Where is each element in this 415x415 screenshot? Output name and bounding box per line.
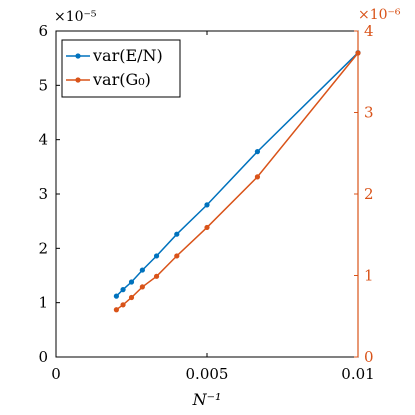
series-1-point (254, 174, 261, 180)
legend-label-var-e-n: var(E/N) (92, 46, 163, 65)
series-1-point (128, 294, 135, 301)
series-0-point (153, 253, 160, 259)
legend: var(E/N) var(G₀) (61, 39, 181, 98)
left-tick-label: 0 (38, 348, 48, 366)
series-0-point (174, 231, 180, 237)
right-y-axis: 0 1 2 3 4 (354, 22, 374, 366)
series-0-point (204, 202, 210, 208)
series-1-point (355, 50, 361, 56)
x-tick-label: 0.005 (186, 365, 229, 383)
right-tick-label: 0 (364, 348, 374, 366)
series-1-point (113, 307, 119, 313)
series-layer (113, 50, 361, 313)
x-tick-label: 0.01 (341, 365, 374, 383)
left-tick-label: 5 (38, 76, 48, 94)
left-tick-label: 4 (38, 131, 48, 149)
x-axis: 0 0.005 0.01 (51, 31, 375, 383)
series-0-point (254, 149, 261, 155)
series-1-point (204, 224, 210, 231)
series-1-point (174, 253, 180, 259)
right-tick-label: 1 (364, 267, 374, 285)
x-tick-label: 0 (51, 365, 61, 383)
right-tick-label: 4 (364, 22, 374, 40)
right-tick-label: 3 (364, 104, 374, 122)
series-0-point (120, 287, 126, 293)
left-tick-label: 2 (38, 239, 48, 257)
series-1-point (153, 273, 160, 279)
legend-marker-var-e-n (75, 53, 81, 59)
series-0-point (128, 279, 135, 285)
right-axis-multiplier: ×10⁻⁶ (358, 7, 401, 23)
legend-marker-var-g0 (75, 77, 81, 83)
series-0-point (139, 267, 145, 273)
left-axis-multiplier: ×10⁻⁵ (54, 9, 97, 25)
x-axis-label: N⁻¹ (192, 390, 222, 409)
left-y-axis: 0 1 2 3 4 5 6 (38, 22, 60, 366)
right-tick-label: 2 (364, 185, 374, 203)
left-tick-label: 1 (38, 294, 48, 312)
left-tick-label: 6 (38, 22, 48, 40)
series-0-point (113, 293, 119, 299)
series-1-point (120, 302, 126, 308)
left-tick-label: 3 (38, 185, 48, 203)
legend-box (61, 39, 181, 98)
legend-label-var-g0: var(G₀) (92, 70, 151, 89)
series-1-point (139, 284, 145, 290)
